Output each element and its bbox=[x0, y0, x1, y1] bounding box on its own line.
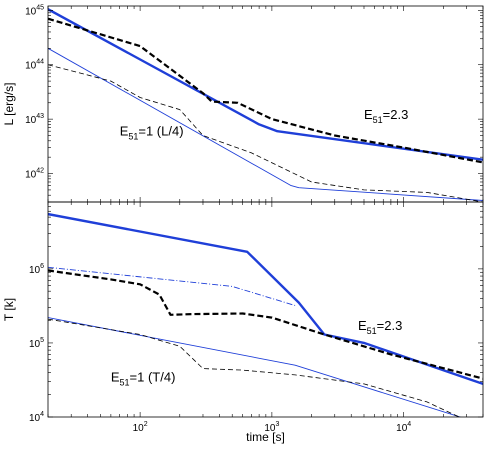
series-thin-dashed bbox=[48, 318, 461, 417]
axes-frame bbox=[47, 201, 484, 418]
series-group bbox=[48, 212, 483, 417]
x-tick-label-exponent: 4 bbox=[407, 421, 411, 428]
series-thick-dashed bbox=[48, 17, 483, 164]
series-thin-solid bbox=[48, 317, 462, 417]
annotation-post: =1 (L/4) bbox=[138, 124, 183, 139]
x-axis-label: time [s] bbox=[246, 430, 285, 444]
annotation-post: =1 (T/4) bbox=[130, 370, 176, 385]
annotation-pre: E bbox=[111, 370, 120, 385]
annotation-sub: 51 bbox=[367, 326, 377, 336]
annotation-sub: 51 bbox=[128, 132, 138, 142]
x-ticks bbox=[47, 6, 484, 202]
x-tick-label: 103 bbox=[264, 421, 279, 434]
x-ticks bbox=[47, 202, 484, 417]
y-tick-label-base: 10 bbox=[25, 170, 37, 181]
y-tick-label: 104 bbox=[29, 411, 44, 424]
x-tick-label-exponent: 2 bbox=[144, 421, 148, 428]
y-tick-label-exponent: 43 bbox=[36, 113, 44, 120]
series-thick-solid bbox=[48, 212, 483, 386]
y-axis-label: L [erg/s] bbox=[2, 83, 16, 126]
y-tick-label: 1042 bbox=[25, 168, 44, 181]
annotation-sub: 51 bbox=[373, 115, 383, 125]
series-thick-solid bbox=[48, 8, 483, 161]
y-tick-label-base: 10 bbox=[29, 339, 41, 350]
y-tick-label-exponent: 42 bbox=[36, 168, 44, 175]
y-tick-label-base: 10 bbox=[25, 6, 37, 17]
y-axis-label: T [k] bbox=[2, 298, 16, 321]
y-tick-label-base: 10 bbox=[29, 413, 41, 424]
annotation-e23: E51=2.3 bbox=[364, 107, 408, 125]
y-tick-label: 1045 bbox=[25, 4, 44, 17]
annotation-post: =2.3 bbox=[383, 107, 409, 122]
annotation-e23: E51=2.3 bbox=[358, 318, 402, 336]
y-tick-label-exponent: 45 bbox=[36, 4, 44, 11]
y-tick-label: 105 bbox=[29, 337, 44, 350]
y-tick-label-exponent: 4 bbox=[40, 411, 44, 418]
y-tick-label-exponent: 6 bbox=[40, 263, 44, 270]
annotation-sub: 51 bbox=[120, 378, 130, 388]
y-tick-label-exponent: 44 bbox=[36, 59, 44, 66]
series-thick-dashed bbox=[48, 269, 483, 380]
y-ticks bbox=[48, 201, 483, 418]
annotation-pre: E bbox=[358, 318, 367, 333]
series-thin-solid bbox=[48, 47, 483, 201]
y-tick-label-base: 10 bbox=[29, 265, 41, 276]
y-tick-label: 1044 bbox=[25, 59, 44, 72]
y-tick-label-base: 10 bbox=[25, 61, 37, 72]
x-tick-label-base: 10 bbox=[264, 423, 276, 434]
y-tick-label-base: 10 bbox=[25, 115, 37, 126]
y-ticks bbox=[48, 10, 483, 203]
x-tick-label-base: 10 bbox=[396, 423, 408, 434]
series-thin-dashed bbox=[48, 64, 483, 202]
x-tick-label: 102 bbox=[133, 421, 148, 434]
x-tick-label-base: 10 bbox=[133, 423, 145, 434]
annotation-pre: E bbox=[364, 107, 373, 122]
x-tick-label: 104 bbox=[396, 421, 411, 434]
annotation-post: =2.3 bbox=[377, 318, 403, 333]
series-group bbox=[48, 8, 483, 202]
annotation-pre: E bbox=[120, 124, 129, 139]
annotation-e1: E51=1 (T/4) bbox=[111, 370, 176, 388]
y-tick-label: 106 bbox=[29, 263, 44, 276]
x-tick-label-exponent: 3 bbox=[275, 421, 279, 428]
annotation-e1: E51=1 (L/4) bbox=[120, 124, 184, 142]
y-tick-label-exponent: 5 bbox=[40, 337, 44, 344]
y-tick-label: 1043 bbox=[25, 113, 44, 126]
